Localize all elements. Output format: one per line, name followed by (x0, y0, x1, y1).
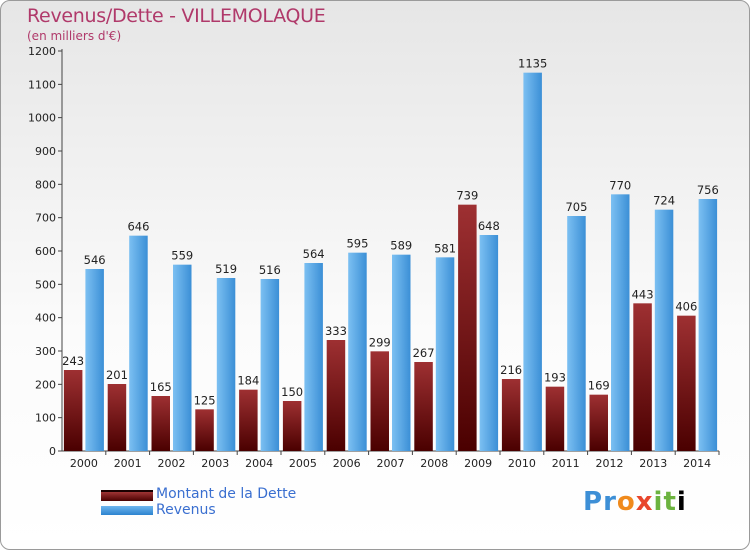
value-label-revenus: 1135 (518, 57, 547, 71)
x-tick-label: 2000 (70, 457, 98, 470)
value-label-dette: 243 (62, 354, 84, 368)
x-tick-label: 2009 (464, 457, 492, 470)
y-tick-label: 700 (35, 212, 56, 225)
y-tick-label: 900 (35, 145, 56, 158)
bar-dette (458, 204, 477, 451)
value-label-dette: 201 (106, 368, 128, 382)
bar-revenus (260, 279, 280, 451)
value-label-dette: 150 (281, 385, 303, 399)
y-tick-label: 1100 (28, 78, 56, 91)
bar-revenus (216, 278, 236, 451)
value-label-revenus: 770 (609, 178, 631, 192)
x-tick-label: 2011 (552, 457, 580, 470)
x-tick-label: 2014 (683, 457, 711, 470)
bar-revenus (85, 269, 104, 451)
x-tick-label: 2003 (201, 457, 229, 470)
y-tick-label: 0 (49, 445, 56, 458)
value-label-dette: 267 (413, 346, 435, 360)
value-label-revenus: 581 (434, 241, 456, 255)
x-tick-label: 2002 (158, 457, 186, 470)
value-label-revenus: 705 (565, 200, 587, 214)
y-tick-label: 1200 (28, 45, 56, 58)
x-tick-label: 2010 (508, 457, 536, 470)
value-label-dette: 165 (150, 380, 172, 394)
bar-revenus (654, 209, 674, 451)
value-label-revenus: 546 (84, 253, 106, 267)
bar-revenus (567, 216, 586, 451)
bar-revenus (129, 235, 148, 451)
chart-subtitle: (en milliers d'€) (27, 29, 122, 43)
bar-dette (677, 315, 696, 451)
value-label-revenus: 559 (171, 249, 193, 263)
value-label-revenus: 724 (653, 194, 675, 208)
x-tick-label: 2004 (245, 457, 273, 470)
legend-swatch-dette (101, 490, 153, 501)
value-label-dette: 169 (588, 379, 610, 393)
bar-dette (633, 303, 652, 451)
bar-revenus (698, 199, 718, 451)
value-label-revenus: 589 (390, 239, 412, 253)
value-label-dette: 125 (194, 393, 216, 407)
legend-swatch-revenus (101, 506, 153, 515)
x-tick-label: 2012 (596, 457, 624, 470)
value-label-dette: 443 (632, 287, 654, 301)
bar-revenus (435, 257, 455, 451)
y-tick-label: 800 (35, 178, 56, 191)
value-label-revenus: 648 (478, 219, 500, 233)
value-label-dette: 739 (456, 189, 478, 203)
bar-dette (589, 394, 608, 451)
value-label-revenus: 646 (127, 220, 149, 234)
bar-dette (151, 396, 170, 451)
x-tick-label: 2013 (639, 457, 667, 470)
bar-dette (545, 386, 565, 451)
y-tick-label: 1000 (28, 112, 56, 125)
value-label-dette: 299 (369, 335, 391, 349)
bar-revenus (304, 263, 323, 451)
x-tick-label: 2006 (333, 457, 361, 470)
value-label-dette: 184 (237, 374, 259, 388)
value-label-dette: 216 (500, 363, 522, 377)
value-label-revenus: 519 (215, 262, 237, 276)
y-tick-label: 200 (35, 378, 56, 391)
bar-dette (414, 362, 433, 451)
value-label-revenus: 756 (697, 183, 719, 197)
y-tick-label: 600 (35, 245, 56, 258)
y-tick-label: 400 (35, 312, 56, 325)
y-tick-label: 100 (35, 412, 56, 425)
bar-dette (370, 351, 389, 451)
bar-dette (107, 384, 127, 451)
bar-revenus (348, 252, 367, 451)
bar-dette (282, 401, 302, 451)
bar-dette (501, 379, 521, 451)
x-tick-label: 2007 (377, 457, 405, 470)
bar-revenus (611, 194, 630, 452)
value-label-dette: 406 (675, 300, 697, 314)
bar-revenus (392, 254, 411, 451)
y-tick-label: 500 (35, 278, 56, 291)
value-label-dette: 333 (325, 324, 347, 338)
bar-dette (239, 389, 258, 451)
proxiti-logo: Proxiti (583, 487, 687, 517)
value-label-revenus: 595 (346, 237, 368, 251)
bar-revenus (173, 264, 192, 451)
value-label-revenus: 516 (259, 263, 281, 277)
bar-dette (326, 340, 346, 451)
chart-title: Revenus/Dette - VILLEMOLAQUE (27, 5, 326, 27)
x-tick-label: 2005 (289, 457, 317, 470)
x-tick-label: 2001 (114, 457, 142, 470)
value-label-dette: 193 (544, 371, 566, 385)
y-tick-label: 300 (35, 345, 56, 358)
value-label-revenus: 564 (303, 247, 325, 261)
bar-dette (195, 409, 214, 451)
bar-revenus (523, 72, 542, 452)
legend-label-dette: Montant de la Dette (156, 486, 297, 502)
x-tick-label: 2008 (420, 457, 448, 470)
bar-dette (63, 370, 83, 451)
bar-revenus (479, 235, 499, 451)
legend-label-revenus: Revenus (156, 502, 216, 518)
